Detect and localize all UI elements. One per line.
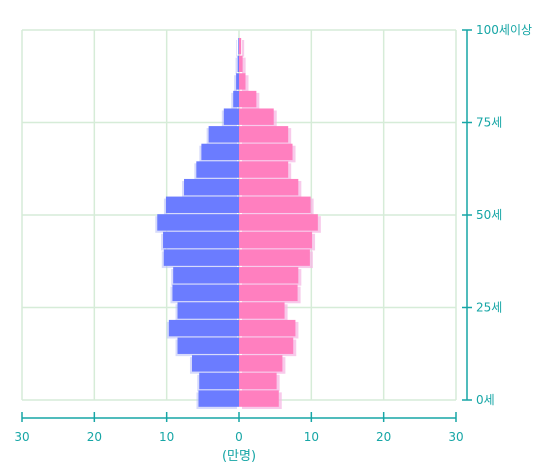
bar-left-70-74: [201, 143, 239, 161]
bar-left-65-69: [196, 161, 239, 178]
bar-right-10-14: [239, 355, 283, 372]
bar-right-65-69: [239, 161, 289, 178]
bar-right-50-54: [239, 214, 318, 231]
bar-right-75-79: [239, 126, 289, 143]
bar-left-0-4: [198, 390, 239, 407]
bar-left-50-54: [157, 214, 239, 231]
bar-shadow-right: [242, 57, 246, 75]
bar-left-25-29: [177, 302, 239, 319]
bar-right-25-29: [239, 302, 285, 319]
bar-right-20-24: [239, 319, 296, 337]
bar-right-35-39: [239, 267, 299, 284]
bar-left-75-79: [208, 126, 239, 143]
bar-left-30-34: [172, 284, 239, 302]
y-tick-label: 100세이상: [476, 23, 532, 37]
bar-left-90-94: [236, 73, 239, 90]
bar-left-95-99: [237, 55, 239, 73]
bar-left-5-9: [199, 372, 239, 390]
bar-left-100+: [238, 38, 239, 55]
bar-right-60-64: [239, 178, 299, 196]
tick-labels: 30 20 10 0 10 20 30 0세 25세 50세 75세 100세이상: [14, 23, 532, 444]
x-tick-label: 10: [159, 430, 174, 444]
bar-shadow-right: [242, 40, 245, 57]
bars: [157, 38, 318, 407]
axes: [21, 29, 472, 422]
bar-right-5-9: [239, 372, 277, 390]
bar-right-70-74: [239, 143, 293, 161]
bar-shadow-left: [236, 40, 237, 57]
bar-shadow-left: [235, 57, 237, 75]
bar-right-85-89: [239, 90, 257, 108]
bar-right-45-49: [239, 231, 313, 249]
x-axis-label: (만명): [222, 449, 256, 464]
bar-left-15-19: [177, 337, 239, 354]
bar-left-20-24: [168, 319, 239, 337]
bar-left-80-84: [223, 108, 239, 125]
y-tick-label: 0세: [476, 393, 495, 407]
x-tick-label: 10: [304, 430, 319, 444]
bar-left-45-49: [163, 231, 239, 249]
y-tick-label: 25세: [476, 301, 502, 315]
bar-left-40-44: [163, 249, 239, 266]
y-tick-label: 75세: [476, 116, 502, 130]
x-tick-label: 0: [235, 430, 243, 444]
y-tick-label: 50세: [476, 208, 502, 222]
bar-left-60-64: [184, 178, 239, 196]
bar-left-55-59: [165, 196, 239, 213]
bar-right-90-94: [239, 73, 246, 90]
bar-right-80-84: [239, 108, 274, 125]
bar-right-95-99: [239, 55, 243, 73]
x-tick-label: 20: [376, 430, 391, 444]
bar-right-30-34: [239, 284, 298, 302]
bar-shadow-left: [234, 75, 237, 92]
x-tick-label: 30: [14, 430, 29, 444]
x-tick-label: 30: [448, 430, 463, 444]
bar-right-40-44: [239, 249, 310, 266]
bar-right-100+: [239, 38, 242, 55]
x-tick-label: 20: [87, 430, 102, 444]
bar-right-15-19: [239, 337, 294, 354]
bar-right-0-4: [239, 390, 279, 407]
bar-left-85-89: [233, 90, 239, 108]
bar-right-55-59: [239, 196, 311, 213]
bar-left-35-39: [173, 267, 239, 284]
bar-left-10-14: [191, 355, 239, 372]
